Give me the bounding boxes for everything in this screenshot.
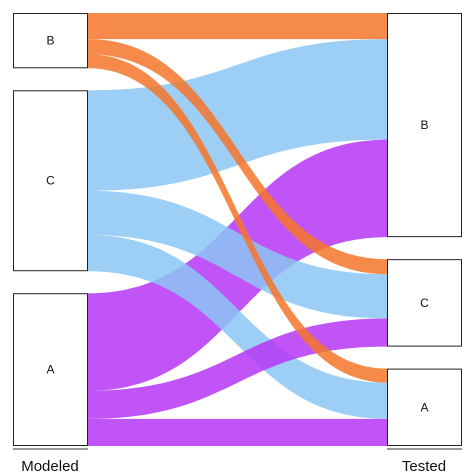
tested-node-c-label: C (420, 296, 429, 310)
modeled-node-c-label: C (46, 174, 55, 188)
flow-b-to-c (88, 39, 387, 275)
flow-c-to-b (88, 39, 387, 191)
flow-b-to-a (88, 54, 387, 383)
tested-node-b-label: B (420, 118, 428, 132)
tested-node-b (387, 13, 462, 238)
flows-layer (88, 13, 387, 446)
axes-layer: Modeled Tested (13, 448, 462, 474)
tested-axis-label: Tested (402, 458, 446, 474)
modeled-node-b-label: B (46, 34, 54, 48)
tested-node-a-label: A (420, 400, 428, 414)
modeled-node-c (13, 90, 88, 272)
modeled-node-a-label: A (46, 363, 54, 377)
flow-c-to-c (88, 190, 387, 319)
flow-a-to-a (88, 418, 387, 446)
modeled-node-b (13, 13, 88, 69)
modeled-node-a (13, 293, 88, 446)
tested-node-c (387, 259, 462, 347)
nodes-layer: B C A B C A (13, 13, 462, 447)
flow-c-to-a (88, 235, 387, 419)
tested-node-a (387, 368, 462, 447)
modeled-axis-label: Modeled (21, 458, 79, 474)
flow-b-to-b (88, 13, 387, 40)
